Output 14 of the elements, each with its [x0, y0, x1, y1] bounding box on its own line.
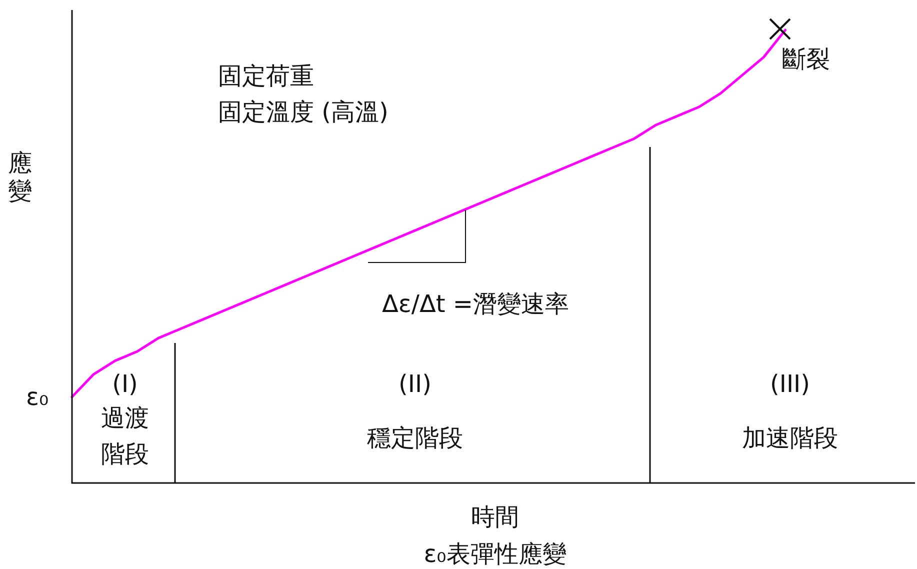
annotation: 斷裂 — [782, 45, 830, 74]
annotation: 固定溫度 (高溫) — [218, 98, 388, 127]
annotation: (II) — [398, 370, 432, 399]
annotation: (III) — [770, 370, 810, 399]
annotation: (I) — [112, 370, 138, 399]
annotation: 過渡階段 — [100, 403, 150, 470]
annotation: 穩定階段 — [367, 424, 463, 453]
y-axis-title: 應變 — [8, 149, 33, 206]
x-axis-title: 時間 — [471, 503, 519, 532]
annotation: 固定荷重 — [218, 62, 314, 91]
text: ε₀表彈性應變 — [424, 540, 566, 569]
annotation: Δε/Δt =潛變速率 — [382, 290, 570, 319]
text: ε₀ — [26, 383, 49, 412]
annotation: 加速階段 — [742, 424, 838, 453]
